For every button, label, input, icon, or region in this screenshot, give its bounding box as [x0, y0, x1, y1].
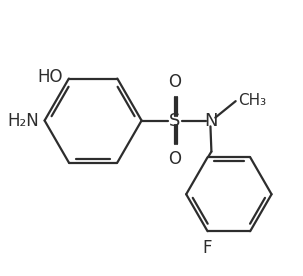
- Text: H₂N: H₂N: [7, 112, 39, 129]
- Text: F: F: [203, 239, 212, 257]
- Text: HO: HO: [38, 68, 63, 86]
- Text: N: N: [205, 112, 218, 129]
- Text: O: O: [168, 73, 181, 91]
- Text: CH₃: CH₃: [238, 93, 267, 108]
- Text: S: S: [169, 112, 180, 129]
- Text: O: O: [168, 150, 181, 168]
